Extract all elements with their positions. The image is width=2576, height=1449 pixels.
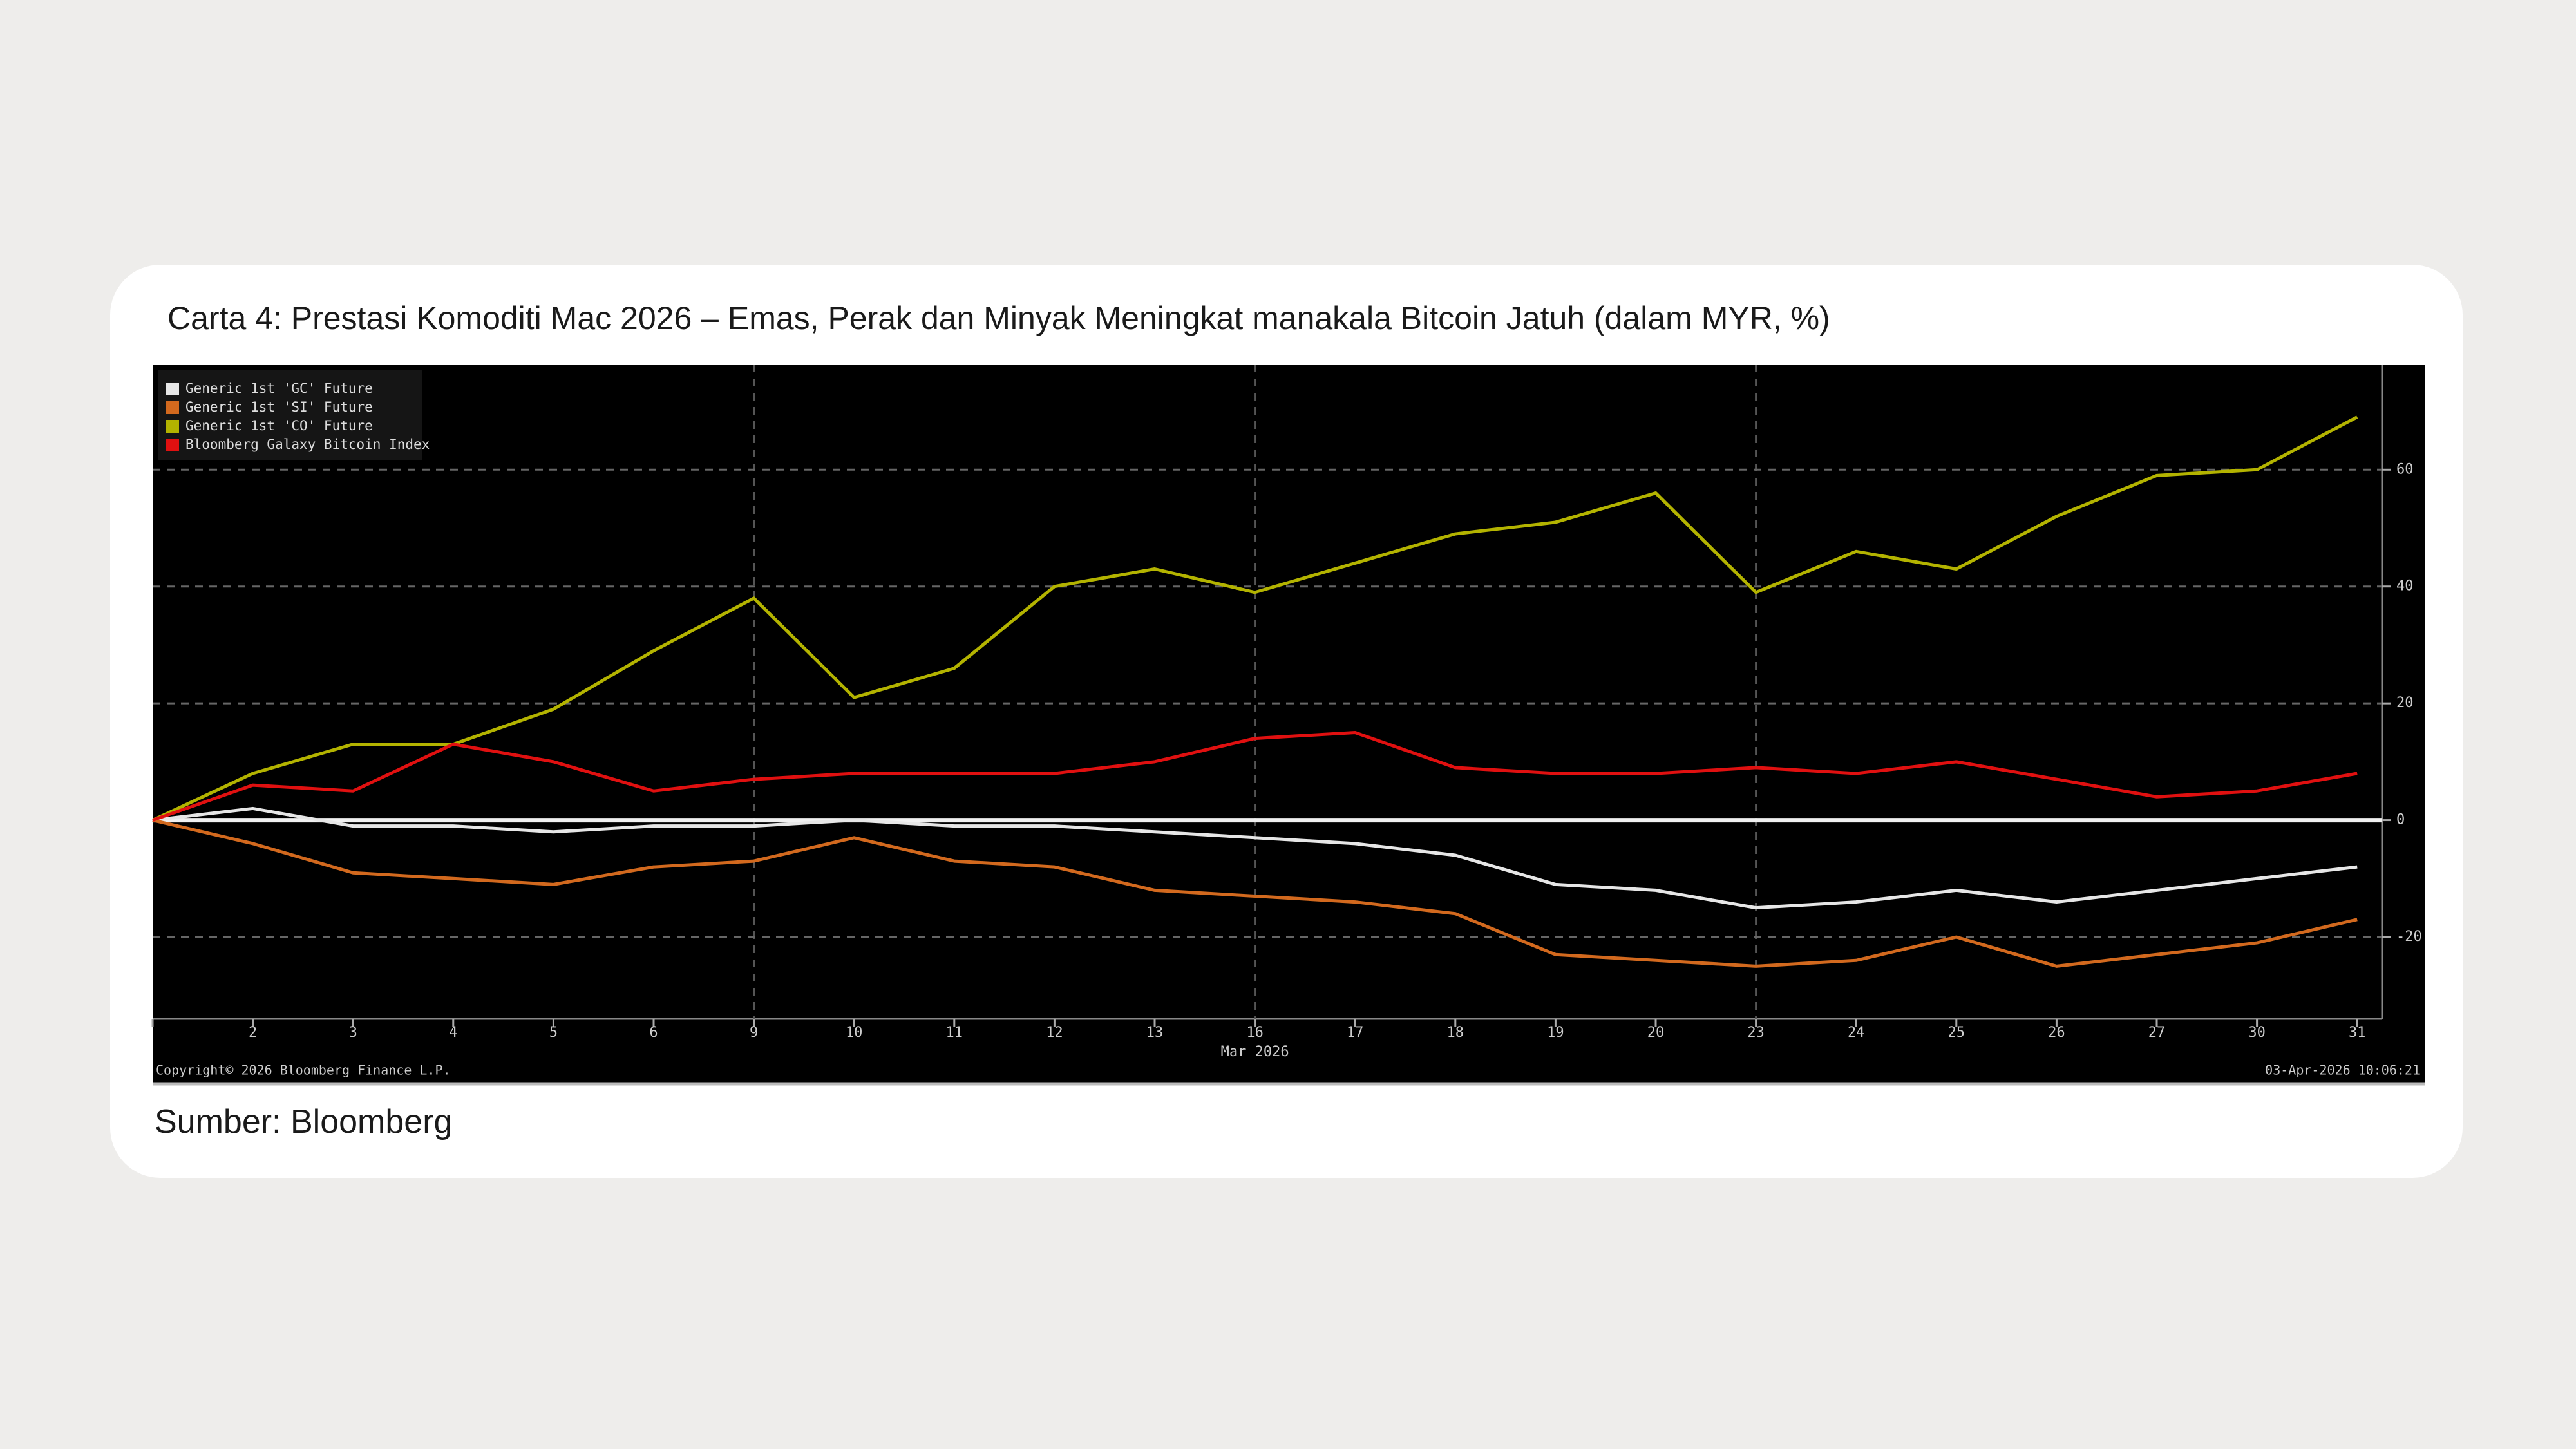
x-tick-label: 17	[1347, 1025, 1364, 1041]
x-tick-label: 13	[1146, 1025, 1164, 1041]
x-tick-label: 6	[649, 1025, 658, 1041]
y-tick-label: 60	[2396, 461, 2414, 477]
x-tick-label: 9	[750, 1025, 758, 1041]
x-tick-label: 4	[449, 1025, 457, 1041]
series-line	[152, 731, 2358, 822]
chart-background	[153, 365, 2425, 1084]
x-tick-label: 3	[349, 1025, 357, 1041]
legend-box	[158, 370, 422, 460]
y-tick-label: 0	[2396, 812, 2405, 828]
source: Sumber: Bloomberg	[155, 1103, 453, 1141]
x-tick-label: 18	[1447, 1025, 1464, 1041]
x-tick-label: 5	[549, 1025, 558, 1041]
legend-label: Generic 1st 'CO' Future	[185, 418, 373, 433]
legend-swatch	[166, 439, 179, 451]
y-tick-label: 40	[2396, 578, 2414, 594]
x-tick-label: 19	[1547, 1025, 1564, 1041]
series-line	[152, 819, 2358, 968]
x-tick-label: 11	[946, 1025, 963, 1041]
x-tick-label: 16	[1246, 1025, 1264, 1041]
legend-swatch	[166, 401, 179, 414]
x-axis-label: Mar 2026	[1221, 1044, 1289, 1060]
x-tick-label: 27	[2148, 1025, 2166, 1041]
legend-swatch	[166, 420, 179, 433]
series-line	[151, 415, 2358, 822]
y-tick-label: -20	[2396, 929, 2422, 945]
y-tick-label: 20	[2396, 695, 2414, 711]
series-line	[152, 806, 2358, 910]
x-tick-label: 20	[1647, 1025, 1665, 1041]
x-tick-label: 10	[846, 1025, 863, 1041]
chart-title: Carta 4: Prestasi Komoditi Mac 2026 – Em…	[167, 300, 1830, 336]
x-tick-label: 12	[1046, 1025, 1063, 1041]
x-tick-label: 26	[2048, 1025, 2065, 1041]
x-tick-label: 23	[1747, 1025, 1765, 1041]
legend-swatch	[166, 383, 179, 395]
x-tick-label: 31	[2349, 1025, 2366, 1041]
legend-label: Bloomberg Galaxy Bitcoin Index	[185, 437, 430, 452]
x-tick-label: 30	[2248, 1025, 2266, 1041]
timestamp: 03-Apr-2026 10:06:21	[2265, 1063, 2420, 1078]
x-tick-label: 25	[1948, 1025, 1965, 1041]
copyright: Copyright© 2026 Bloomberg Finance L.P.	[156, 1063, 451, 1078]
legend-label: Generic 1st 'GC' Future	[185, 381, 373, 396]
x-tick-label: 24	[1848, 1025, 1865, 1041]
legend-label: Generic 1st 'SI' Future	[185, 399, 373, 415]
x-tick-label: 2	[249, 1025, 257, 1041]
